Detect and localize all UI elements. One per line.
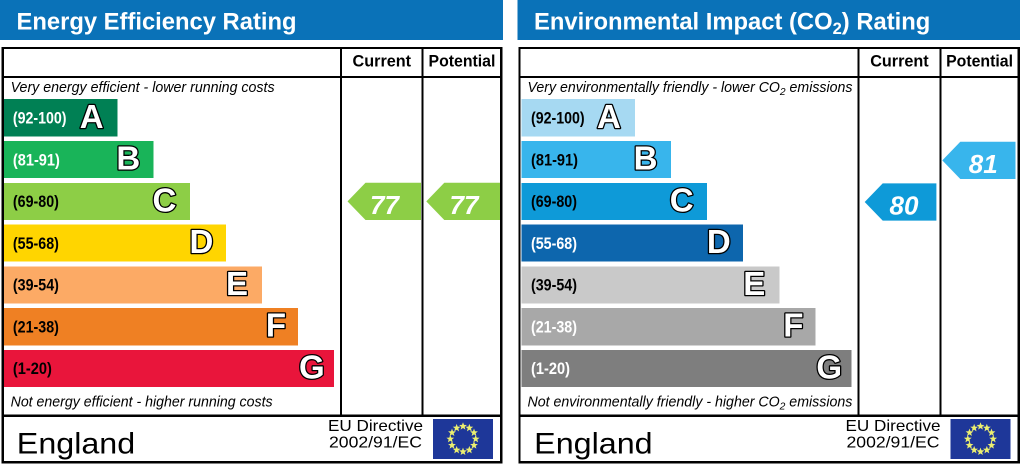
svg-text:(81-91): (81-91) <box>13 151 60 169</box>
svg-text:(81-91): (81-91) <box>531 151 578 169</box>
svg-text:F: F <box>783 307 803 344</box>
svg-text:England: England <box>534 427 652 460</box>
svg-text:(55-68): (55-68) <box>531 235 577 253</box>
svg-text:G: G <box>816 349 842 386</box>
svg-text:Not environmentally friendly -: Not environmentally friendly - higher CO… <box>528 394 853 412</box>
svg-text:E: E <box>226 265 248 302</box>
svg-text:England: England <box>17 427 135 460</box>
svg-text:Potential: Potential <box>429 52 496 71</box>
svg-text:B: B <box>116 140 140 177</box>
svg-text:C: C <box>670 181 694 218</box>
svg-text:(39-54): (39-54) <box>531 277 577 295</box>
svg-text:EU Directive: EU Directive <box>328 418 423 435</box>
svg-text:A: A <box>597 98 621 135</box>
svg-text:(21-38): (21-38) <box>13 318 59 336</box>
svg-text:C: C <box>152 181 176 218</box>
svg-text:D: D <box>190 223 214 260</box>
svg-text:Potential: Potential <box>946 52 1013 71</box>
svg-text:(1-20): (1-20) <box>13 360 52 378</box>
svg-text:Not energy efficient - higher: Not energy efficient - higher running co… <box>11 395 273 411</box>
svg-text:77: 77 <box>450 190 480 220</box>
svg-text:(92-100): (92-100) <box>531 110 585 128</box>
svg-text:D: D <box>707 223 731 260</box>
svg-text:(69-80): (69-80) <box>13 193 59 211</box>
svg-text:(69-80): (69-80) <box>531 193 577 211</box>
svg-text:B: B <box>634 140 658 177</box>
svg-text:E: E <box>743 265 765 302</box>
svg-text:A: A <box>80 98 104 135</box>
svg-text:2002/91/EC: 2002/91/EC <box>847 435 940 452</box>
svg-text:Energy Efficiency Rating: Energy Efficiency Rating <box>17 10 297 36</box>
svg-text:Environmental Impact (CO2) Rat: Environmental Impact (CO2) Rating <box>534 10 930 38</box>
svg-text:(55-68): (55-68) <box>13 235 59 253</box>
svg-text:Very environmentally friendly: Very environmentally friendly - lower CO… <box>528 80 853 98</box>
svg-text:(39-54): (39-54) <box>13 277 59 295</box>
svg-text:77: 77 <box>370 190 400 220</box>
svg-text:G: G <box>299 349 325 386</box>
svg-text:EU Directive: EU Directive <box>846 418 941 435</box>
svg-text:(21-38): (21-38) <box>531 318 577 336</box>
svg-text:(1-20): (1-20) <box>531 360 570 378</box>
svg-text:Very energy efficient - lower: Very energy efficient - lower running co… <box>11 80 275 96</box>
svg-text:2002/91/EC: 2002/91/EC <box>329 435 422 452</box>
svg-text:Current: Current <box>353 52 412 71</box>
svg-text:F: F <box>266 307 286 344</box>
svg-text:80: 80 <box>890 190 919 220</box>
svg-text:81: 81 <box>969 149 998 179</box>
svg-text:(92-100): (92-100) <box>13 110 67 128</box>
svg-text:Current: Current <box>870 52 929 71</box>
